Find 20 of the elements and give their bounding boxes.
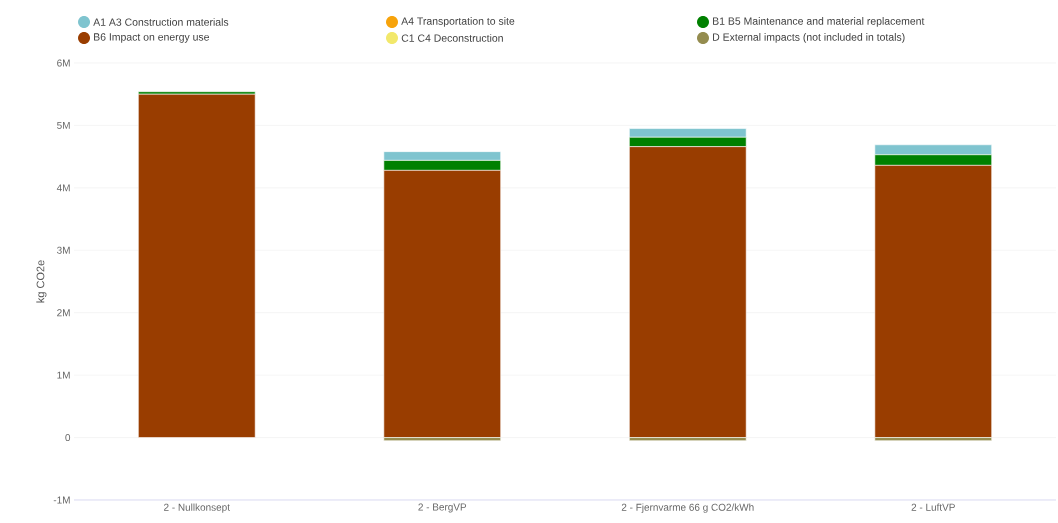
legend-label: C1 C4 Deconstruction [401, 34, 503, 42]
legend-label: A1 A3 Construction materials [93, 18, 229, 26]
x-tick-label: 2 - LuftVP [911, 503, 955, 511]
y-tick-label: 2M [57, 309, 70, 317]
legend-label: B1 B5 Maintenance and material replacement [713, 17, 925, 27]
y-tick-label: 0 [65, 434, 71, 442]
legend-label: D External impacts (not included in totals) [713, 33, 905, 43]
legend-label: A4 Transportation to site [401, 17, 515, 27]
y-tick-label: -1M [53, 496, 70, 504]
y-axis-title: kg CO2e [36, 260, 47, 303]
y-tick-label: 3M [57, 246, 70, 254]
legend-label: B6 Impact on energy use [94, 33, 210, 43]
x-tick-label: 2 - Fjernvarme 66 g CO2/kWh [621, 503, 754, 513]
bar [138, 93, 256, 438]
x-tick-label: 2 - Nullkonsept [164, 503, 230, 513]
y-tick-label: 6M [57, 59, 70, 67]
y-tick-label: 5M [57, 121, 70, 129]
y-tick-label: 1M [57, 371, 70, 379]
x-tick-label: 2 - BergVP [418, 503, 467, 513]
y-tick-label: 4M [56, 184, 70, 192]
